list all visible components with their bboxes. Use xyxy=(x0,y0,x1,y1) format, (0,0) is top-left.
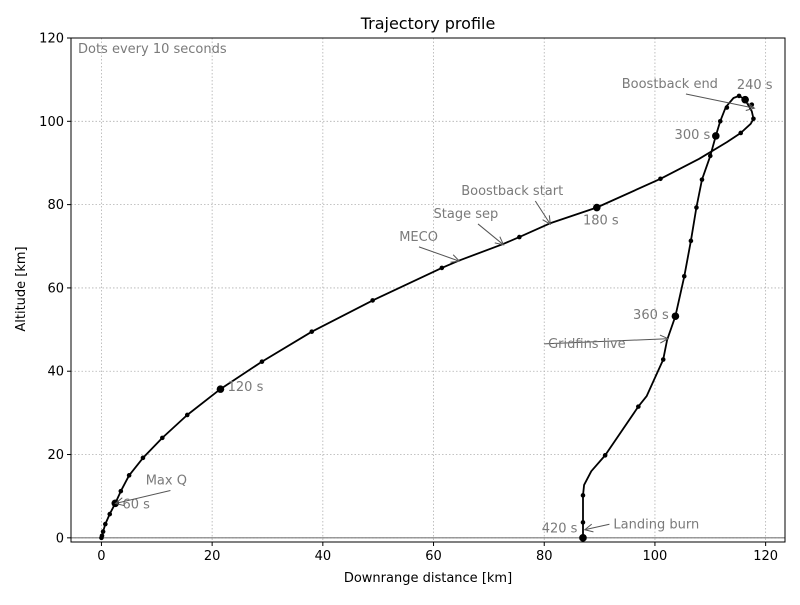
time-dot xyxy=(184,412,190,418)
time-dot xyxy=(140,455,146,461)
time-dot xyxy=(126,473,132,478)
time-dot xyxy=(681,273,687,279)
time-dot xyxy=(658,176,663,182)
time-dot xyxy=(580,520,586,525)
annotation-arrow-boostback-end xyxy=(685,93,754,108)
time-dot xyxy=(602,453,608,458)
ticks: 0 20 40 60 80 100 120 0 20 40 60 80 100 120 xyxy=(39,32,778,565)
annotation-boostback-start: Boostback start xyxy=(461,184,563,199)
y-tick-label: 80 xyxy=(47,198,64,213)
dots-note: Dots every 10 seconds xyxy=(78,42,227,57)
time-dot-major xyxy=(216,385,225,393)
annotation-gridfins-live: Gridfins live xyxy=(548,337,626,352)
y-tick-label: 100 xyxy=(39,115,64,130)
annotation-360-s: 360 s xyxy=(633,308,669,323)
time-dot-major xyxy=(593,203,601,212)
y-axis-label: Altitude [km] xyxy=(14,246,29,331)
annotation-240-s: 240 s xyxy=(737,78,773,93)
y-tick-label: 20 xyxy=(47,448,64,463)
y-tick-label: 0 xyxy=(56,531,64,546)
trajectory-line xyxy=(100,95,755,539)
annotation-boostback-end: Boostback end xyxy=(622,77,718,92)
time-dot xyxy=(717,119,723,124)
annotation-meco: MECO xyxy=(399,230,438,245)
time-dot xyxy=(370,298,375,303)
axes xyxy=(70,37,786,543)
time-dot xyxy=(309,329,315,334)
chart-title: Trajectory profile xyxy=(360,14,496,33)
annotation-180-s: 180 s xyxy=(583,214,619,229)
annotation-arrow-boostback-start xyxy=(534,200,549,223)
time-dot xyxy=(699,177,705,182)
x-tick-label: 100 xyxy=(643,549,668,564)
time-dot xyxy=(707,153,713,159)
x-axis-label: Downrange distance [km] xyxy=(344,571,512,586)
time-dot xyxy=(118,488,124,494)
y-tick-label: 120 xyxy=(39,32,64,47)
time-dot xyxy=(439,265,445,271)
x-tick-label: 80 xyxy=(536,549,553,564)
time-dot xyxy=(580,493,586,498)
annotation-arrow-gridfins-live xyxy=(544,339,667,345)
time-dot xyxy=(636,404,641,409)
time-dot-major xyxy=(671,312,680,321)
annotation-arrow-stage-sep xyxy=(477,223,503,244)
plot-frame xyxy=(70,37,786,543)
time-dot xyxy=(259,359,265,364)
time-dot xyxy=(738,130,744,136)
y-tick-label: 60 xyxy=(47,281,64,296)
grid-lines xyxy=(71,37,785,542)
time-dot xyxy=(160,435,165,441)
annotations: 60 s 120 s 180 s 240 s 300 s 360 s 420 s Max Q M… xyxy=(116,77,773,536)
annotation-120-s: 120 s xyxy=(228,380,264,395)
annotation-arrow-meco xyxy=(418,246,458,261)
annotation-stage-sep: Stage sep xyxy=(434,207,499,222)
annotation-arrow-landing-burn xyxy=(586,524,610,529)
annotation-420-s: 420 s xyxy=(542,521,578,536)
time-dot xyxy=(688,238,694,244)
y-tick-label: 40 xyxy=(47,365,64,380)
time-dot xyxy=(736,93,742,99)
time-dot xyxy=(107,511,113,517)
time-dot xyxy=(99,533,105,539)
annotation-landing-burn: Landing burn xyxy=(613,517,699,532)
time-dot xyxy=(751,116,756,122)
annotation-60-s: 60 s xyxy=(122,498,150,513)
time-dot xyxy=(100,529,106,534)
time-dot xyxy=(660,357,666,362)
time-dot xyxy=(749,102,755,107)
annotation-max-q: Max Q xyxy=(146,474,187,489)
time-dot xyxy=(694,205,699,210)
x-tick-label: 60 xyxy=(425,549,442,564)
annotation-arrow-max-q xyxy=(116,490,171,504)
time-dot xyxy=(517,234,522,240)
x-tick-label: 120 xyxy=(753,549,778,564)
time-dot-major xyxy=(579,534,587,542)
trajectory-series xyxy=(100,95,755,539)
annotation-300-s: 300 s xyxy=(675,128,711,143)
time-dot xyxy=(103,521,108,527)
time-dot-major xyxy=(741,95,749,104)
time-dot xyxy=(724,105,730,110)
x-tick-label: 0 xyxy=(97,549,105,564)
x-tick-label: 40 xyxy=(315,549,332,564)
x-tick-label: 20 xyxy=(204,549,221,564)
time-dot-major xyxy=(712,132,720,140)
